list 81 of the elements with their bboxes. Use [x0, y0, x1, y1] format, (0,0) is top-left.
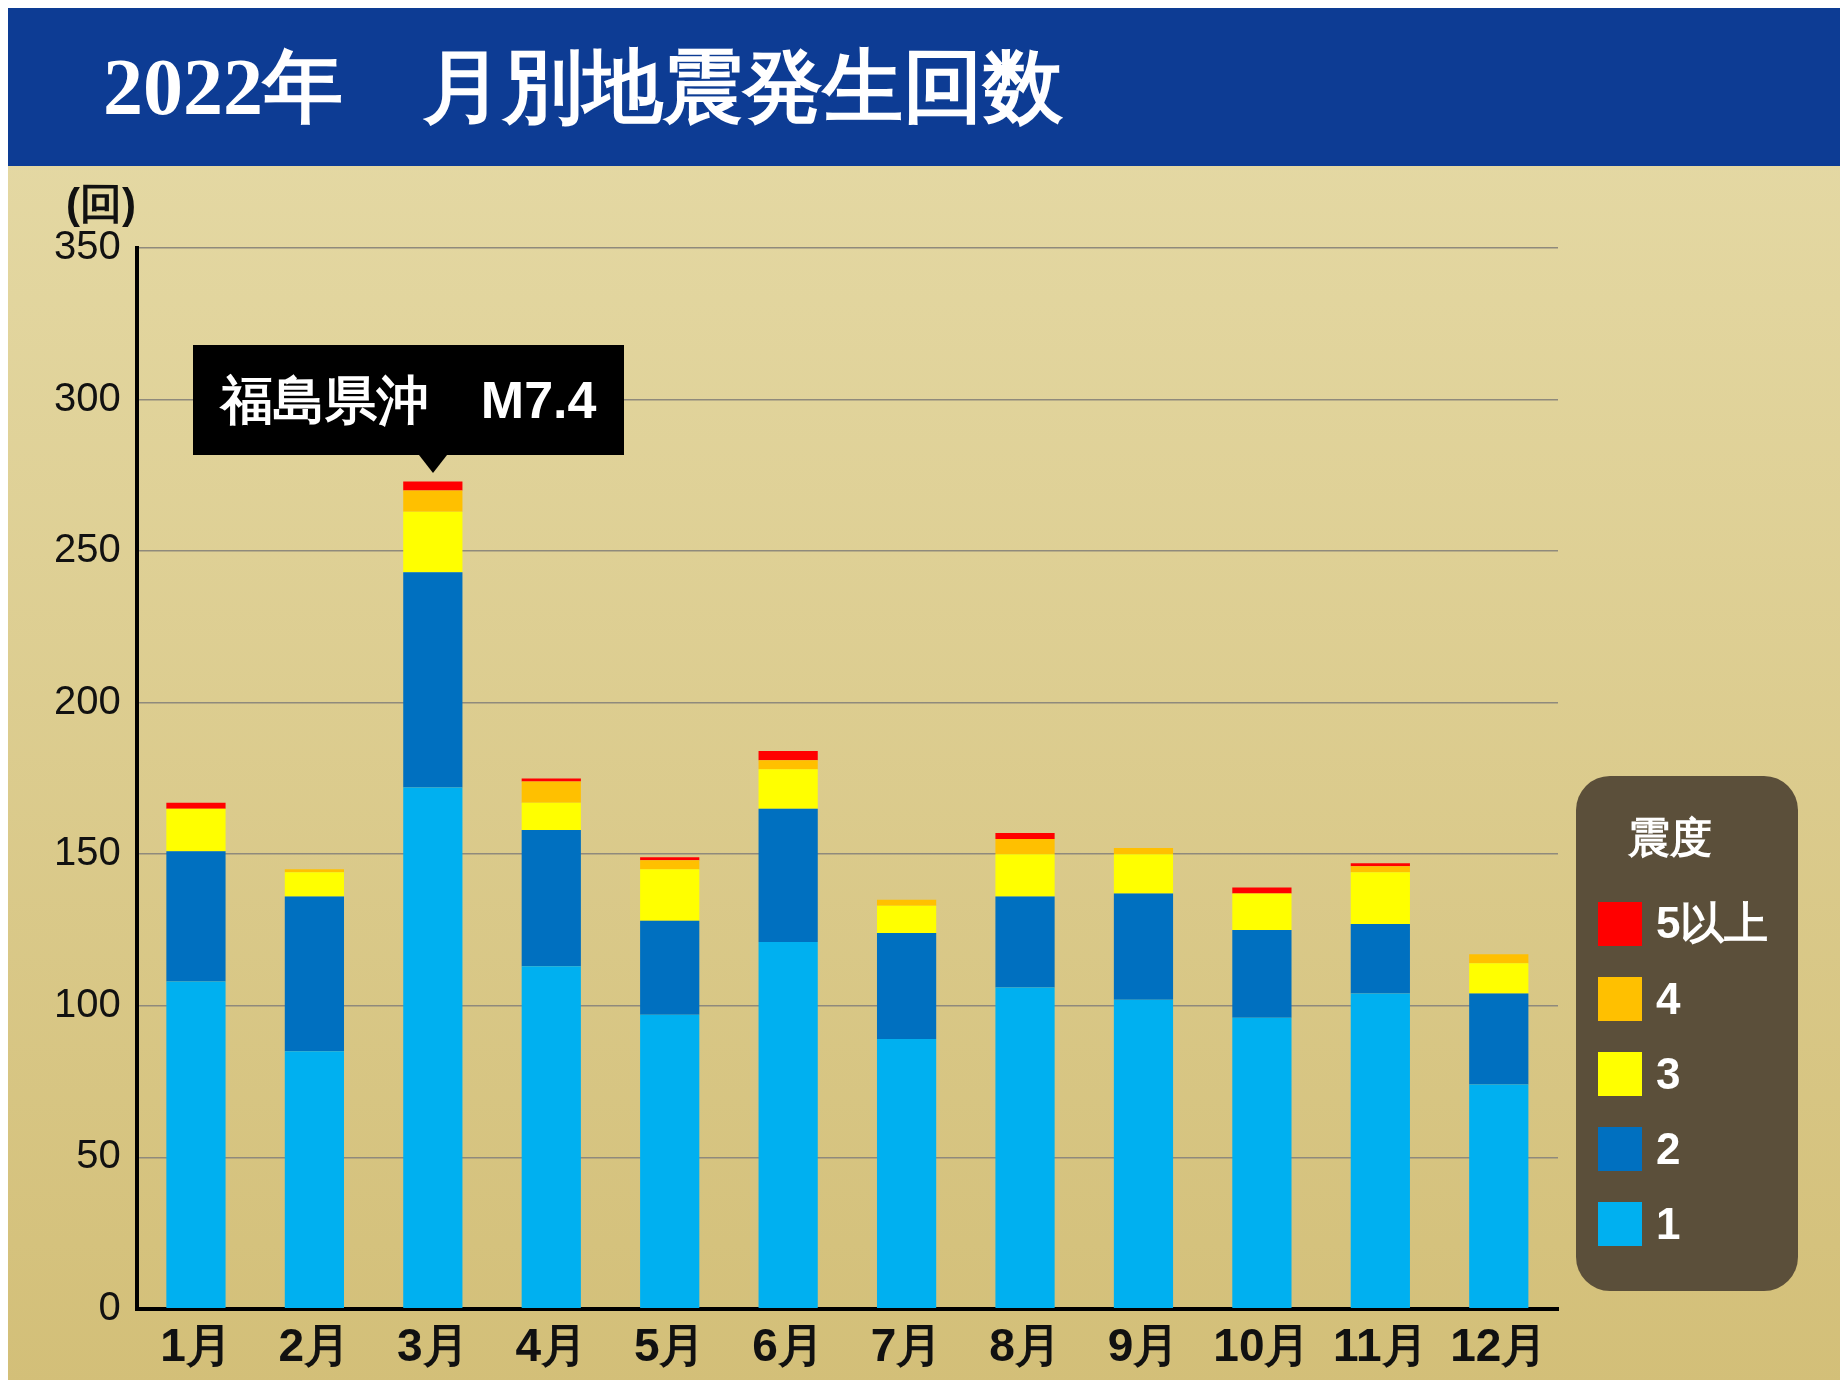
- bar: [403, 511, 463, 573]
- y-tick-label: 0: [98, 1283, 121, 1328]
- bar: [521, 778, 581, 782]
- y-tick-label: 200: [53, 677, 121, 722]
- bar: [521, 829, 581, 967]
- bar: [521, 802, 581, 830]
- x-tick-label: 3月: [397, 1319, 469, 1372]
- bar: [758, 769, 818, 809]
- bar: [1469, 1084, 1529, 1309]
- bar: [166, 981, 226, 1309]
- bar: [640, 1014, 700, 1309]
- y-tick-label: 300: [53, 374, 121, 419]
- bar: [1113, 999, 1174, 1309]
- bar: [995, 839, 1055, 855]
- bar: [1232, 893, 1292, 930]
- bar: [640, 857, 700, 861]
- bar: [995, 832, 1055, 840]
- x-tick-label: 9月: [1107, 1319, 1180, 1372]
- bar: [1232, 1017, 1292, 1309]
- bar: [876, 905, 937, 933]
- bar: [1232, 929, 1292, 1018]
- bar: [1350, 872, 1410, 924]
- bar: [1113, 854, 1174, 894]
- x-tick-label: 8月: [989, 1319, 1061, 1372]
- legend-label: 2: [1656, 1123, 1681, 1174]
- bar: [1469, 963, 1529, 994]
- bar: [876, 899, 937, 906]
- bar: [403, 787, 463, 1309]
- bar: [166, 851, 226, 982]
- legend-label: 4: [1656, 973, 1681, 1024]
- bar: [1469, 954, 1529, 964]
- bar: [1350, 923, 1410, 994]
- x-tick-label: 7月: [870, 1319, 943, 1372]
- bar: [758, 751, 818, 761]
- bar: [876, 932, 937, 1040]
- y-tick-label: 250: [53, 526, 121, 571]
- bar: [640, 860, 700, 870]
- bar: [1232, 887, 1292, 894]
- legend-label: 3: [1656, 1048, 1681, 1099]
- legend-label: 5以上: [1656, 897, 1769, 949]
- bar: [995, 987, 1055, 1309]
- x-tick-label: 2月: [278, 1319, 351, 1372]
- bar: [1113, 848, 1174, 855]
- bar: [284, 869, 345, 873]
- bar: [403, 481, 463, 491]
- bar: [403, 490, 463, 512]
- bar: [758, 760, 818, 770]
- y-tick-label: 50: [76, 1132, 121, 1177]
- x-tick-label: 6月: [752, 1319, 824, 1372]
- bar: [284, 1051, 345, 1309]
- bar: [166, 802, 226, 809]
- x-tick-label: 4月: [515, 1319, 588, 1372]
- legend-title: 震度: [1628, 813, 1713, 863]
- bar: [1350, 866, 1410, 873]
- bar: [876, 1039, 937, 1309]
- bar: [1350, 863, 1410, 867]
- bar: [758, 808, 818, 943]
- x-tick-label: 11月: [1333, 1319, 1428, 1372]
- bar: [640, 869, 700, 921]
- legend-label: 1: [1656, 1198, 1681, 1249]
- x-tick-label: 5月: [633, 1319, 706, 1372]
- bar: [166, 808, 226, 852]
- bar: [995, 896, 1055, 988]
- x-tick-label: 12月: [1450, 1319, 1548, 1372]
- bar: [284, 872, 345, 897]
- bar: [1113, 893, 1174, 1000]
- x-tick-label: 10月: [1213, 1319, 1311, 1372]
- annotation: 福島県沖 M7.4: [192, 345, 625, 456]
- x-tick-label: 1月: [160, 1319, 232, 1372]
- bar: [521, 781, 581, 803]
- bar: [521, 966, 581, 1309]
- bar: [284, 896, 345, 1052]
- y-tick-label: 150: [53, 829, 121, 874]
- bar: [1350, 993, 1410, 1309]
- bar: [640, 920, 700, 1015]
- bar: [403, 572, 463, 788]
- bar: [1469, 993, 1529, 1085]
- y-tick-label: 100: [53, 980, 121, 1025]
- chart-title: 2022年 月別地震発生回数: [8, 8, 1840, 166]
- bar: [758, 942, 818, 1309]
- bar: [995, 854, 1055, 897]
